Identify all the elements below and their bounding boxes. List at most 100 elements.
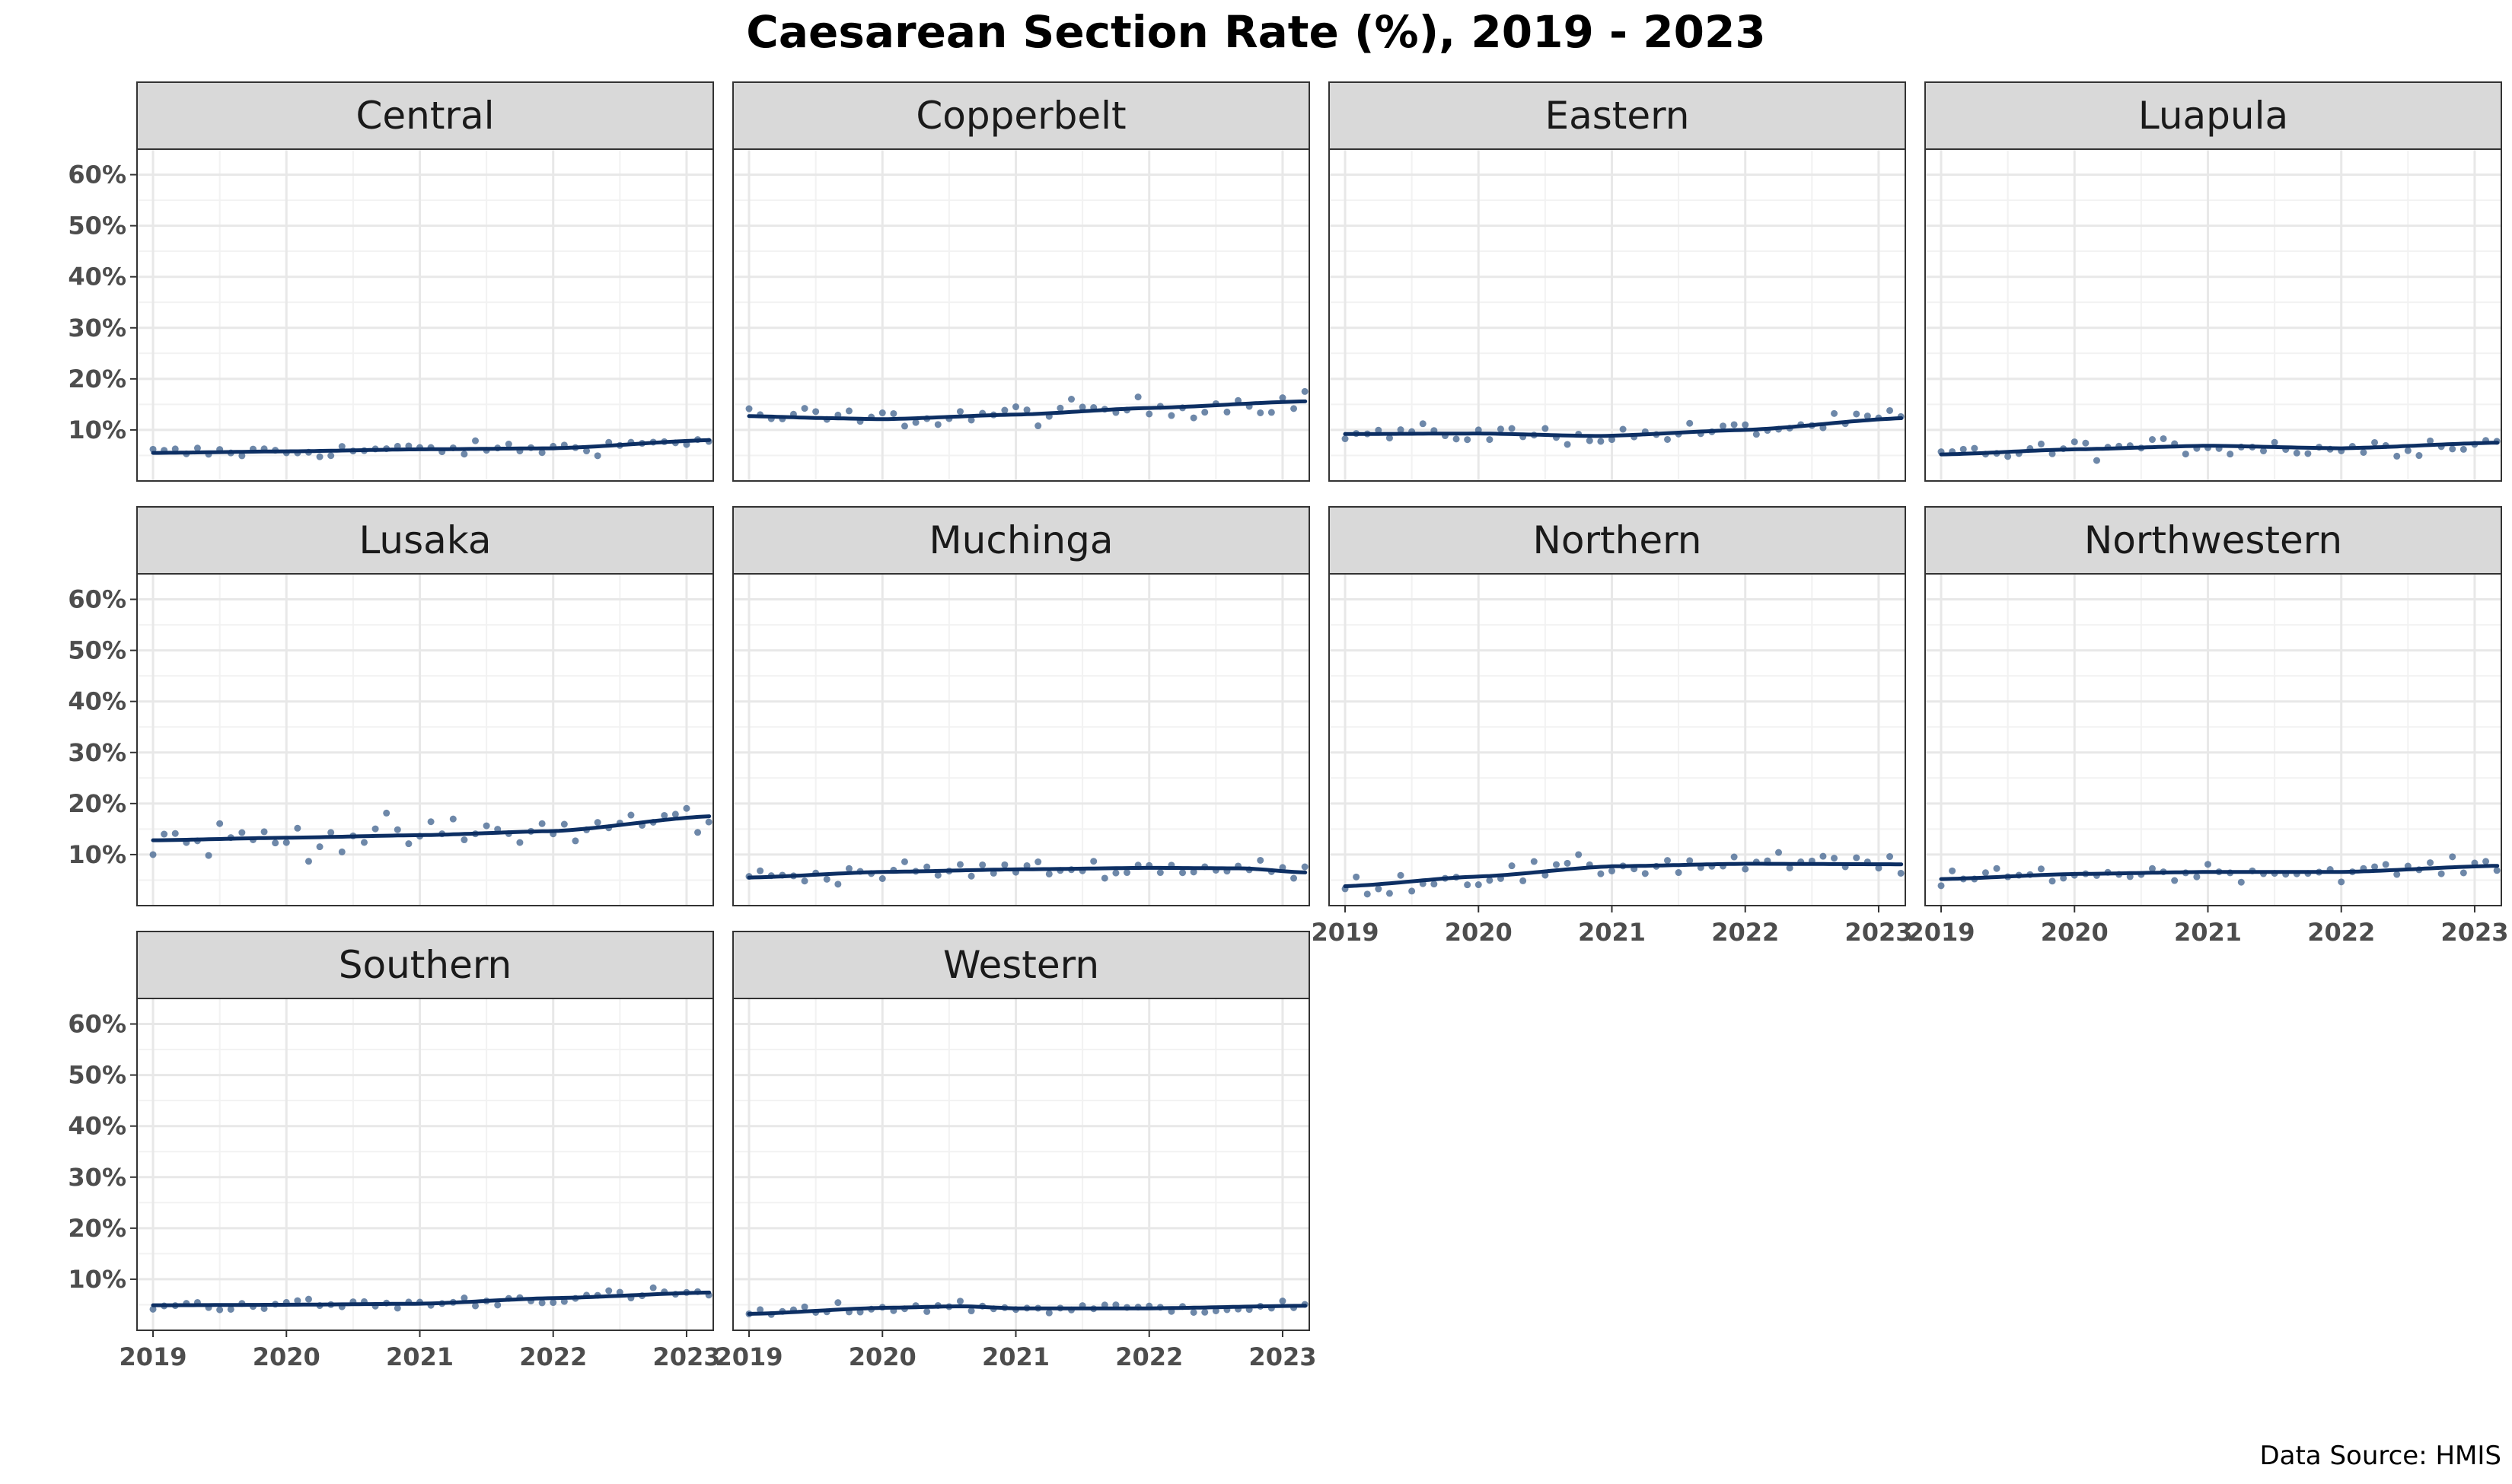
trend-line: [1343, 861, 1904, 888]
data-point: [427, 818, 435, 826]
data-point: [227, 1305, 234, 1313]
data-point: [238, 829, 246, 836]
data-point: [912, 419, 920, 426]
x-tick-label: 2019: [1311, 918, 1379, 947]
data-point: [505, 441, 512, 448]
y-tick-label: 20%: [68, 789, 126, 818]
panel-border: [732, 573, 1310, 906]
data-point: [294, 824, 301, 832]
data-point: [956, 408, 964, 416]
data-point: [538, 820, 546, 827]
data-point: [1045, 1309, 1053, 1317]
data-point: [472, 437, 480, 444]
data-point: [294, 1297, 301, 1304]
data-point: [594, 452, 601, 460]
data-point: [2393, 871, 2401, 878]
data-point: [627, 811, 635, 819]
data-point: [282, 839, 290, 846]
data-point: [2182, 451, 2189, 458]
data-point: [2037, 440, 2045, 447]
y-tick-label: 10%: [68, 416, 126, 444]
y-tick-label: 50%: [68, 636, 126, 665]
data-point: [1971, 444, 1978, 452]
data-point: [934, 871, 942, 879]
panel-luapula: Luapula: [1924, 81, 2502, 482]
data-point: [1452, 435, 1460, 443]
data-point: [1034, 422, 1042, 430]
data-point: [1752, 431, 1760, 438]
x-tick-label: 2021: [982, 1342, 1050, 1371]
panel-northwestern: Northwestern 2019 2020 2021 2022 2023: [1907, 506, 2508, 947]
data-point: [1641, 870, 1649, 877]
facet-strip-label: Northern: [1533, 518, 1702, 562]
panel-northern: Northern 2019 2020 2021 2022 2023: [1311, 506, 1912, 947]
data-point: [1146, 410, 1153, 418]
data-point: [449, 815, 457, 823]
data-point: [516, 839, 524, 846]
data-point: [1564, 441, 1571, 448]
data-point: [2037, 865, 2045, 873]
trend-line: [1343, 416, 1904, 438]
x-tick-label: 2020: [849, 1342, 916, 1371]
panel-border: [136, 148, 714, 482]
data-point: [483, 822, 490, 830]
data-point: [605, 1287, 613, 1295]
data-point: [1686, 857, 1694, 865]
panel-background: [137, 998, 713, 1330]
data-point: [193, 444, 201, 452]
panel-eastern: Eastern: [1328, 81, 1906, 482]
data-point: [801, 405, 808, 412]
y-tick-label: 40%: [68, 687, 126, 716]
facet-strip: [732, 81, 1310, 150]
data-point: [1279, 1298, 1286, 1305]
x-tick-label: 2020: [2041, 918, 2109, 947]
data-point: [2482, 858, 2490, 865]
data-point: [371, 825, 379, 833]
data-point: [1897, 869, 1905, 877]
data-point: [1486, 436, 1493, 444]
trend-line: [747, 1304, 1308, 1316]
data-point: [705, 818, 712, 826]
data-point: [572, 837, 579, 845]
data-point: [2459, 445, 2467, 453]
y-tick-label: 40%: [68, 263, 126, 291]
data-point: [461, 836, 468, 844]
trend-line: [151, 814, 712, 842]
y-tick-label: 20%: [68, 365, 126, 393]
facet-strip: [732, 506, 1310, 575]
data-point: [2271, 438, 2278, 446]
data-point: [757, 867, 764, 874]
data-point: [1464, 881, 1471, 889]
data-point: [1353, 873, 1360, 881]
data-point: [1134, 393, 1142, 401]
data-point: [1464, 436, 1471, 444]
data-point: [2404, 447, 2412, 454]
data-point: [2449, 445, 2456, 453]
data-point: [1474, 881, 1482, 889]
facet-strip-label: Northwestern: [2084, 518, 2342, 562]
panel-background: [733, 149, 1309, 481]
data-point: [1375, 885, 1382, 893]
data-point: [1541, 425, 1549, 432]
data-point: [394, 826, 401, 833]
data-point: [327, 829, 335, 836]
x-tick-label: 2019: [715, 1342, 783, 1371]
data-point: [1301, 863, 1309, 871]
data-point: [1597, 870, 1605, 877]
facet-strip-label: Muchinga: [929, 518, 1114, 562]
data-point: [238, 452, 246, 460]
data-point: [2148, 865, 2156, 872]
data-point: [260, 1304, 268, 1312]
data-source-caption: Data Source: HMIS: [2259, 1441, 2501, 1471]
data-point: [405, 840, 413, 848]
facet-strip-label: Lusaka: [359, 518, 491, 562]
data-point: [304, 858, 312, 865]
data-point: [1720, 422, 1727, 430]
facet-strip: [1924, 506, 2502, 575]
data-point: [2304, 450, 2312, 457]
data-point: [1608, 867, 1615, 874]
y-tick-label: 10%: [68, 1265, 126, 1294]
data-point: [338, 848, 346, 855]
data-point: [1201, 409, 1209, 416]
panel-muchinga: Muchinga: [732, 506, 1310, 906]
